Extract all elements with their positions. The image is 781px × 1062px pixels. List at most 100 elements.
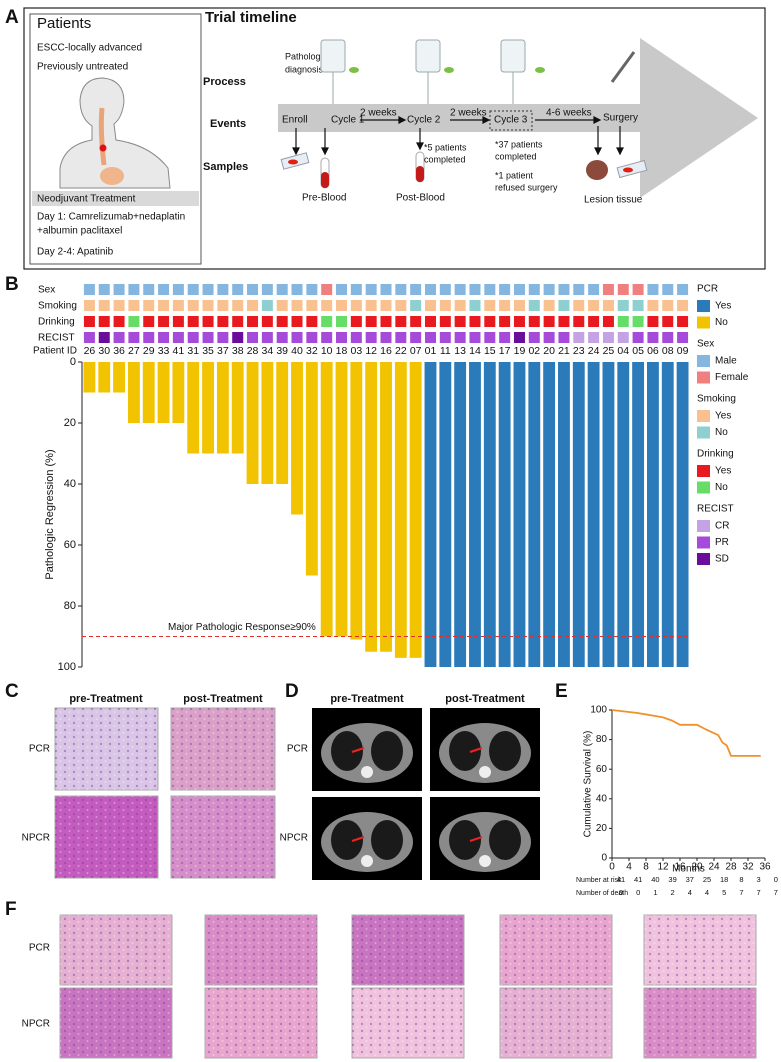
x-tick-label: 41 — [173, 345, 185, 357]
x-tick-label: 19 — [514, 345, 526, 357]
track-cell — [261, 300, 273, 311]
track-cell — [469, 300, 481, 311]
track-cell — [573, 284, 585, 295]
legend-swatch — [697, 553, 710, 565]
bar — [661, 362, 674, 667]
track-cell — [439, 300, 451, 311]
x-tick-label: 12 — [365, 345, 377, 357]
track-cell — [410, 316, 422, 327]
track-cell — [336, 284, 348, 295]
risk-value: 39 — [668, 875, 676, 884]
bar — [676, 362, 689, 667]
track-cell — [454, 332, 466, 343]
track-cell — [602, 284, 614, 295]
track-cell — [513, 316, 525, 327]
track-cell — [187, 332, 199, 343]
ct-spine — [479, 855, 491, 867]
track-cell — [128, 332, 140, 343]
risk-value: 7 — [757, 888, 761, 897]
x-axis-title: Patient ID — [33, 346, 77, 357]
bar — [543, 362, 556, 667]
track-cell — [113, 332, 125, 343]
track-cell — [469, 332, 481, 343]
track-cell — [202, 332, 214, 343]
treatment-title: Neodjuvant Treatment — [37, 194, 136, 205]
track-cell — [632, 332, 644, 343]
x-tick-label: 31 — [187, 345, 199, 357]
track-cell — [380, 300, 392, 311]
treatment-line: Day 2-4: Apatinib — [37, 247, 114, 258]
track-cell — [528, 284, 540, 295]
track-cell — [588, 332, 600, 343]
risk-value: 18 — [720, 875, 728, 884]
legend-label: CR — [715, 521, 729, 532]
bar — [380, 362, 392, 652]
track-cell — [321, 300, 333, 311]
note: completed — [495, 151, 537, 161]
histology-texture — [171, 796, 275, 878]
bar — [172, 362, 185, 423]
track-cell — [528, 332, 540, 343]
note: *5 patients — [424, 142, 467, 152]
ct-lung — [371, 820, 403, 860]
column-label: post-Treatment — [445, 693, 525, 705]
track-cell — [172, 300, 184, 311]
x-tick-label: 23 — [573, 345, 585, 357]
legend-title: Sex — [697, 339, 714, 350]
track-cell — [306, 284, 318, 295]
ct-arrow — [469, 747, 483, 753]
treatment-line: Day 1: Camrelizumab+nedaplatin — [37, 212, 185, 223]
bar — [409, 362, 422, 658]
track-cell — [513, 300, 525, 311]
risk-value: 3 — [757, 875, 761, 884]
x-tick-label: 34 — [262, 345, 274, 357]
ct-spine — [479, 766, 491, 778]
ct-arrow — [469, 836, 483, 842]
panel-label: A — [5, 7, 19, 28]
track-cell — [677, 316, 689, 327]
risk-value: 0 — [636, 888, 640, 897]
y-axis-title: Cumulative Survival (%) — [583, 731, 594, 838]
track-cell — [499, 284, 511, 295]
track-cell — [602, 300, 614, 311]
row-label: Events — [210, 118, 246, 130]
column-label: pre-Treatment — [330, 693, 404, 705]
y-tick-label: 0 — [70, 356, 76, 368]
x-tick-label: 12 — [657, 862, 669, 873]
ct-lung — [331, 731, 363, 771]
track-cell — [291, 300, 303, 311]
track-cell — [232, 316, 244, 327]
track-cell — [336, 316, 348, 327]
legend-label: Yes — [715, 301, 731, 312]
histology-texture — [60, 988, 172, 1058]
track-cell — [410, 284, 422, 295]
event-label: Enroll — [282, 115, 308, 126]
x-tick-label: 04 — [617, 345, 629, 357]
risk-value: 7 — [774, 888, 778, 897]
treatment-line: +albumin paclitaxel — [37, 226, 122, 237]
risk-value: 5 — [722, 888, 726, 897]
x-tick-label: 20 — [691, 862, 703, 873]
track-cell — [247, 332, 259, 343]
track-cell — [662, 300, 674, 311]
track-cell — [83, 284, 95, 295]
track-cell — [380, 316, 392, 327]
risk-value: 25 — [703, 875, 711, 884]
track-cell — [499, 316, 511, 327]
risk-row-label: Number of death — [576, 890, 628, 897]
track-cell — [617, 284, 629, 295]
survival-curve — [611, 709, 761, 757]
x-tick-label: 38 — [232, 345, 244, 357]
y-tick-label: 100 — [58, 661, 76, 673]
bar — [142, 362, 155, 423]
bar — [558, 362, 570, 667]
x-tick-label: 8 — [643, 862, 649, 873]
track-cell — [261, 332, 273, 343]
x-tick-label: 37 — [217, 345, 229, 357]
track-cell — [365, 316, 377, 327]
legend-label: No — [715, 482, 728, 493]
legend-swatch — [697, 300, 710, 312]
risk-value: 40 — [651, 875, 659, 884]
sample-icons — [280, 151, 648, 189]
